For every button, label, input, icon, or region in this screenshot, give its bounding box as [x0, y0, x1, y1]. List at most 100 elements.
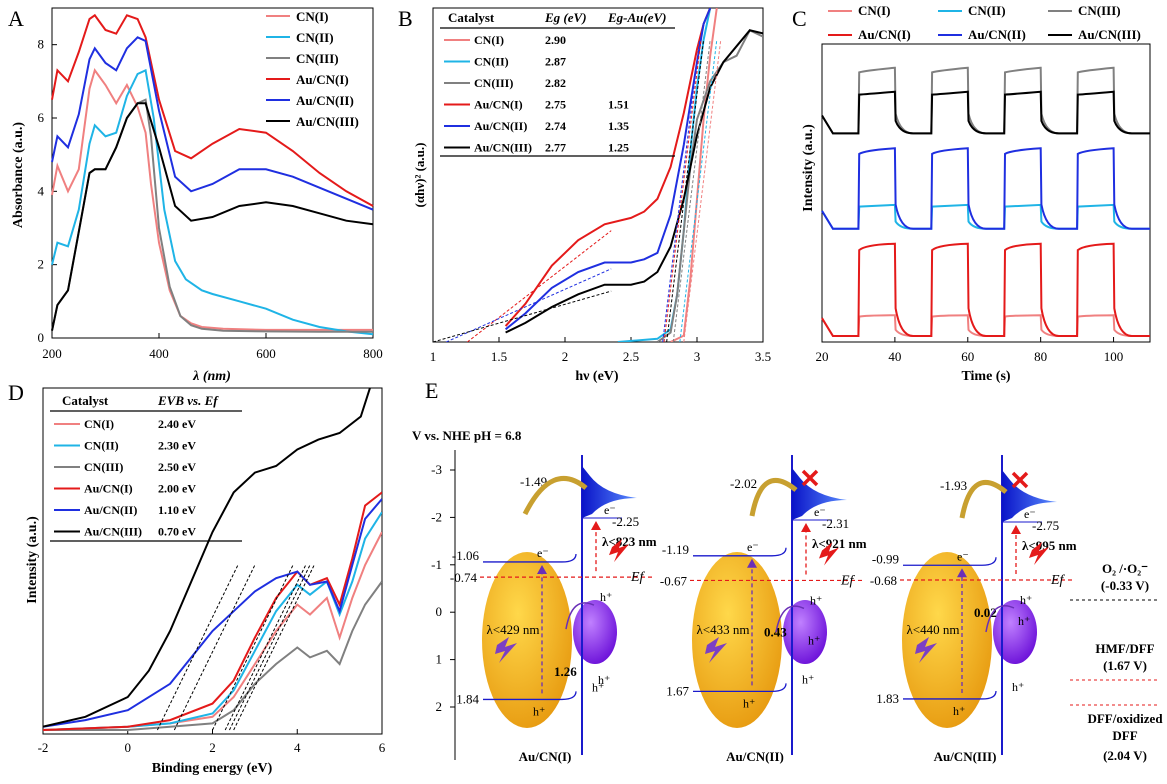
- panel-c-y-axis-label: Intensity (a.u.): [801, 124, 816, 212]
- panel-e-interface-hole-label: h⁺: [598, 673, 610, 687]
- panel-e-blocked-cross-icon: [801, 469, 819, 487]
- panel-a-y-tick-label: 6: [38, 110, 45, 125]
- panel-e-cn-particle: [482, 552, 572, 728]
- panel-d-edge-tangent: [229, 564, 311, 731]
- panel-e-cb-value: -0.99: [872, 551, 899, 566]
- panel-c-series-line-5: [821, 90, 1150, 135]
- panel-a-legend-label: Au/CN(III): [296, 114, 359, 129]
- panel-c-legend-label: Au/CN(II): [968, 27, 1026, 42]
- panel-e-light-bolt-icon: [495, 637, 517, 663]
- panel-e-au-hole-value: 1.26: [554, 664, 577, 679]
- panel-e-interface-hole-label: h⁺: [1018, 614, 1030, 628]
- panel-e-cb-value: -1.19: [662, 542, 689, 557]
- panel-d-series-line-2: [43, 580, 382, 731]
- panel-d-x-tick-label: -2: [38, 740, 49, 755]
- panel-b-table-header: Catalyst: [448, 10, 495, 25]
- panel-b-table-header: Eg-Au(eV): [607, 10, 667, 25]
- panel-e-arrowhead: [747, 558, 757, 568]
- panel-letter-a: A: [8, 6, 24, 31]
- panel-b-table-eg: 2.75: [545, 98, 566, 112]
- panel-e-column-1: -1.19 1.67 -0.67 Ef e⁻ h⁺ λ<433 nm -2.31 -2.02 e⁻…: [660, 455, 867, 764]
- panel-e-au-hole-label: h⁺: [1020, 593, 1032, 607]
- panel-e-blocked-cross-icon: [1011, 471, 1029, 489]
- panel-b-table-header: Eg (eV): [544, 10, 587, 25]
- panel-e-vb-hole-label: h⁺: [1012, 680, 1024, 694]
- panel-d-table-header: Catalyst: [62, 393, 109, 408]
- panel-d-x-axis-label: Binding energy (eV): [152, 761, 273, 776]
- panel-a-series-line-3: [51, 13, 374, 207]
- panel-c-x-tick-label: 100: [1104, 349, 1124, 364]
- panel-e-cn-wavelength: λ<433 nm: [697, 622, 750, 637]
- panel-e-fermi-label: Ef: [630, 570, 646, 585]
- panel-e-hole-arrow: [565, 602, 595, 630]
- panel-e-y-tick-label: 1: [436, 652, 443, 667]
- panel-c-x-tick-label: 80: [1034, 349, 1047, 364]
- panel-b-series-line-2: [656, 28, 763, 342]
- panel-e-electron-label: e⁻: [747, 540, 759, 554]
- panel-e-band-diagram: V vs. NHE pH = 6.8 -3 -2 -1 0 1 2 -1.06 1.84 -0.7…: [412, 428, 1163, 764]
- panel-c-series-line-4: [821, 147, 1150, 230]
- panel-e-y-tick-label: 0: [436, 604, 443, 619]
- panel-c-legend: CN(I) CN(II) CN(III) Au/CN(I) Au/CN(II) Au/CN…: [828, 3, 1141, 42]
- panel-a-y-tick-label: 0: [38, 330, 45, 345]
- panel-d-table-evb: 2.00 eV: [158, 482, 196, 496]
- panel-d-table-evb: 1.10 eV: [158, 503, 196, 517]
- panel-e-light-bolt-icon: [705, 637, 727, 663]
- panel-e-cn-wavelength: λ<429 nm: [487, 622, 540, 637]
- panel-d-edge-tangent: [173, 564, 256, 731]
- panel-e-axis-title: V vs. NHE pH = 6.8: [412, 428, 522, 443]
- panel-e-au-electron-label: e⁻: [814, 505, 826, 519]
- panel-letter-b: B: [398, 6, 413, 31]
- panel-b-edge-tangent: [666, 39, 705, 342]
- panel-e-hole-label: h⁺: [743, 696, 755, 710]
- panel-b-series-line-1: [617, 8, 712, 342]
- panel-c-x-tick-label: 40: [888, 349, 901, 364]
- panel-d-x-tick-label: 0: [125, 740, 132, 755]
- panel-a-legend-label: Au/CN(II): [296, 93, 354, 108]
- panel-c-legend-label: CN(I): [858, 3, 891, 18]
- panel-e-cb-line: [693, 547, 787, 557]
- panel-e-au-particle: [783, 600, 827, 664]
- panel-e-y-tick-label: -1: [431, 557, 442, 572]
- panel-e-cn-particle: [902, 552, 992, 728]
- panel-c-legend-label: Au/CN(III): [1078, 27, 1141, 42]
- panel-a-legend-label: CN(III): [296, 51, 339, 66]
- panel-a-y-tick-label: 4: [38, 183, 45, 198]
- panel-c-legend-label: CN(II): [968, 3, 1006, 18]
- panel-b-series-line-5: [505, 29, 763, 334]
- panel-b-subgap-tangent: [445, 268, 612, 342]
- panel-e-electron-label: e⁻: [957, 549, 969, 563]
- panel-e-redox-couple: DFF/oxidized: [1087, 711, 1163, 726]
- panel-d-table-catalyst: Au/CN(II): [84, 503, 137, 517]
- panel-d-x-tick-label: 2: [209, 740, 216, 755]
- panel-e-vb-line: [483, 691, 577, 701]
- panel-b-table-catalyst: CN(II): [474, 55, 509, 69]
- panel-c-series-line-2: [821, 66, 1150, 135]
- panel-e-au-wavelength: λ<995 nm: [1022, 538, 1077, 553]
- panel-d-table-evb: 2.50 eV: [158, 460, 196, 474]
- panel-e-fermi-value: -0.74: [450, 570, 478, 585]
- panel-e-au-wavelength: λ<921 nm: [812, 536, 867, 551]
- panel-e-redox-potential: (-0.33 V): [1101, 578, 1149, 593]
- panel-d-series-line-5: [43, 388, 372, 728]
- panel-e-arrowhead: [591, 521, 601, 530]
- panel-d-edge-tangent: [233, 564, 315, 731]
- panel-b-table-catalyst: CN(III): [474, 76, 513, 90]
- panel-e-fermi-label: Ef: [1050, 573, 1066, 588]
- panel-letter-d: D: [8, 380, 24, 405]
- panel-a-absorbance-chart: 200 400 600 800 0 2 4 6 8 CN(I) CN(II) CN(III) Au/C…: [11, 7, 383, 384]
- panel-c-photocurrent-chart: 20 40 60 80 100 CN(I) CN(II) CN(III) Au/CN(I) Au…: [801, 3, 1151, 384]
- panel-a-legend: CN(I) CN(II) CN(III) Au/CN(I) Au/CN(II) Au/CN…: [266, 9, 359, 129]
- panel-e-au-hole-label: h⁺: [810, 593, 822, 607]
- panel-e-column-label: Au/CN(III): [934, 749, 997, 764]
- panel-e-transfer-arrow: [522, 476, 588, 516]
- panel-d-table-catalyst: CN(II): [84, 439, 119, 453]
- panel-e-au-light-bolt-icon: [1029, 541, 1049, 565]
- panel-b-edge-tangent: [672, 39, 711, 342]
- panel-e-hole-label: h⁺: [533, 704, 545, 718]
- panel-e-y-tick-label: -3: [431, 462, 442, 477]
- panel-b-edge-tangent: [683, 39, 722, 342]
- panel-e-vb-value: 1.84: [456, 691, 479, 706]
- panel-a-x-axis-label: λ (nm): [192, 369, 231, 384]
- panel-b-table-eg: 2.87: [545, 55, 566, 69]
